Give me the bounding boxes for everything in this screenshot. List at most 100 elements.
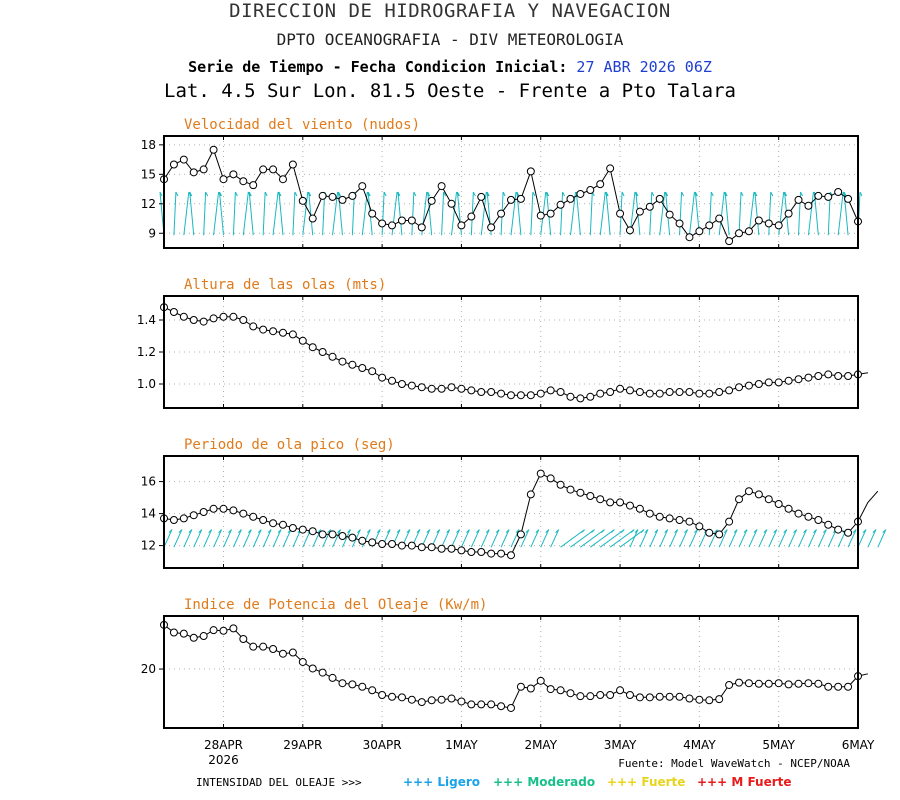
direction-arrow-head xyxy=(257,529,262,533)
panel-frame xyxy=(163,615,859,729)
direction-arrow xyxy=(679,191,683,236)
direction-arrow xyxy=(282,529,292,548)
data-point xyxy=(715,530,724,539)
data-point xyxy=(754,380,763,388)
data-point xyxy=(705,528,714,537)
chart-header-line1: DIRECCION DE HIDROGRAFIA Y NAVEGACION xyxy=(229,0,671,22)
data-point xyxy=(189,316,198,324)
direction-arrow xyxy=(500,529,510,548)
data-point xyxy=(824,370,833,379)
data-point xyxy=(437,695,446,704)
direction-arrow-head xyxy=(532,191,536,197)
data-point xyxy=(616,686,625,695)
data-point xyxy=(606,388,615,396)
panel-2-title: Altura de las olas (mts) xyxy=(184,277,386,293)
data-point xyxy=(566,392,575,401)
data-point xyxy=(804,512,813,521)
data-point xyxy=(576,488,585,497)
direction-arrow xyxy=(847,529,857,548)
data-point xyxy=(685,388,694,396)
data-point xyxy=(715,388,724,396)
direction-arrow-head xyxy=(397,191,401,197)
direction-arrow xyxy=(203,191,207,236)
data-point xyxy=(735,383,744,392)
direction-arrow-head xyxy=(416,529,421,533)
y-tick-label: 14 xyxy=(141,507,156,521)
direction-arrow xyxy=(590,529,615,548)
direction-arrow xyxy=(807,529,817,548)
data-point xyxy=(368,367,377,376)
data-point xyxy=(566,485,575,494)
legend-prefix: INTENSIDAD DEL OLEAJE >>> xyxy=(196,776,362,789)
data-point xyxy=(507,195,515,204)
direction-arrow xyxy=(629,529,639,548)
data-point xyxy=(388,692,397,701)
data-point xyxy=(189,168,198,177)
direction-arrow-head xyxy=(228,529,232,533)
data-point xyxy=(754,679,763,688)
direction-arrow-head xyxy=(535,529,540,533)
data-point xyxy=(546,386,555,395)
data-point xyxy=(606,498,615,507)
data-point xyxy=(457,697,466,706)
data-point xyxy=(645,693,654,702)
direction-arrow-head xyxy=(743,529,748,533)
direction-arrow-head xyxy=(803,529,807,533)
data-point xyxy=(249,322,258,331)
data-point xyxy=(229,312,238,321)
chart-header-line2: DPTO OCEANOGRAFIA - DIV METEOROLOGIA xyxy=(276,30,624,49)
data-point xyxy=(407,381,416,390)
data-point xyxy=(318,530,327,539)
data-point xyxy=(288,648,297,657)
data-point xyxy=(606,690,615,699)
direction-arrow-head xyxy=(800,191,803,197)
chart-header-location: Lat. 4.5 Sur Lon. 81.5 Oeste - Frente a … xyxy=(164,80,736,102)
data-point xyxy=(397,693,406,702)
direction-arrow-head xyxy=(545,529,550,533)
data-point xyxy=(447,544,456,553)
direction-arrow-head xyxy=(159,191,163,197)
data-point xyxy=(675,388,684,396)
direction-arrow xyxy=(530,529,540,548)
data-point xyxy=(715,695,724,704)
data-point xyxy=(348,191,357,200)
x-tick-label: 2MAY xyxy=(524,738,557,752)
data-point xyxy=(278,175,287,184)
direction-arrow xyxy=(397,191,403,236)
data-point xyxy=(794,195,803,204)
data-point xyxy=(675,516,684,524)
data-point xyxy=(239,316,248,324)
data-point xyxy=(318,668,327,677)
data-point xyxy=(556,480,565,489)
data-point xyxy=(655,512,664,521)
direction-arrow-head xyxy=(872,529,877,533)
data-point xyxy=(288,160,297,169)
direction-arrow-head xyxy=(610,529,615,533)
data-point xyxy=(209,145,218,154)
data-point xyxy=(774,378,783,387)
direction-arrow xyxy=(262,529,272,548)
data-point xyxy=(655,194,664,203)
direction-arrow-head xyxy=(426,529,431,533)
data-point xyxy=(665,210,674,219)
data-point xyxy=(794,375,803,384)
data-point xyxy=(655,389,664,398)
direction-arrow xyxy=(332,191,339,236)
data-point xyxy=(546,685,555,694)
y-tick-label: 18 xyxy=(141,138,156,152)
data-point xyxy=(219,312,228,321)
direction-arrow xyxy=(738,529,748,548)
direction-arrow-head xyxy=(684,529,688,533)
direction-arrow xyxy=(292,529,302,548)
direction-arrow xyxy=(213,191,220,236)
direction-arrow xyxy=(460,529,470,548)
direction-arrow-head xyxy=(277,529,282,533)
data-point xyxy=(804,679,813,688)
direction-arrow xyxy=(768,191,772,236)
data-point xyxy=(378,219,387,228)
direction-arrow xyxy=(252,529,262,548)
direction-arrow xyxy=(609,529,635,548)
data-point xyxy=(278,520,287,529)
data-point xyxy=(665,692,674,701)
data-point xyxy=(417,383,426,392)
